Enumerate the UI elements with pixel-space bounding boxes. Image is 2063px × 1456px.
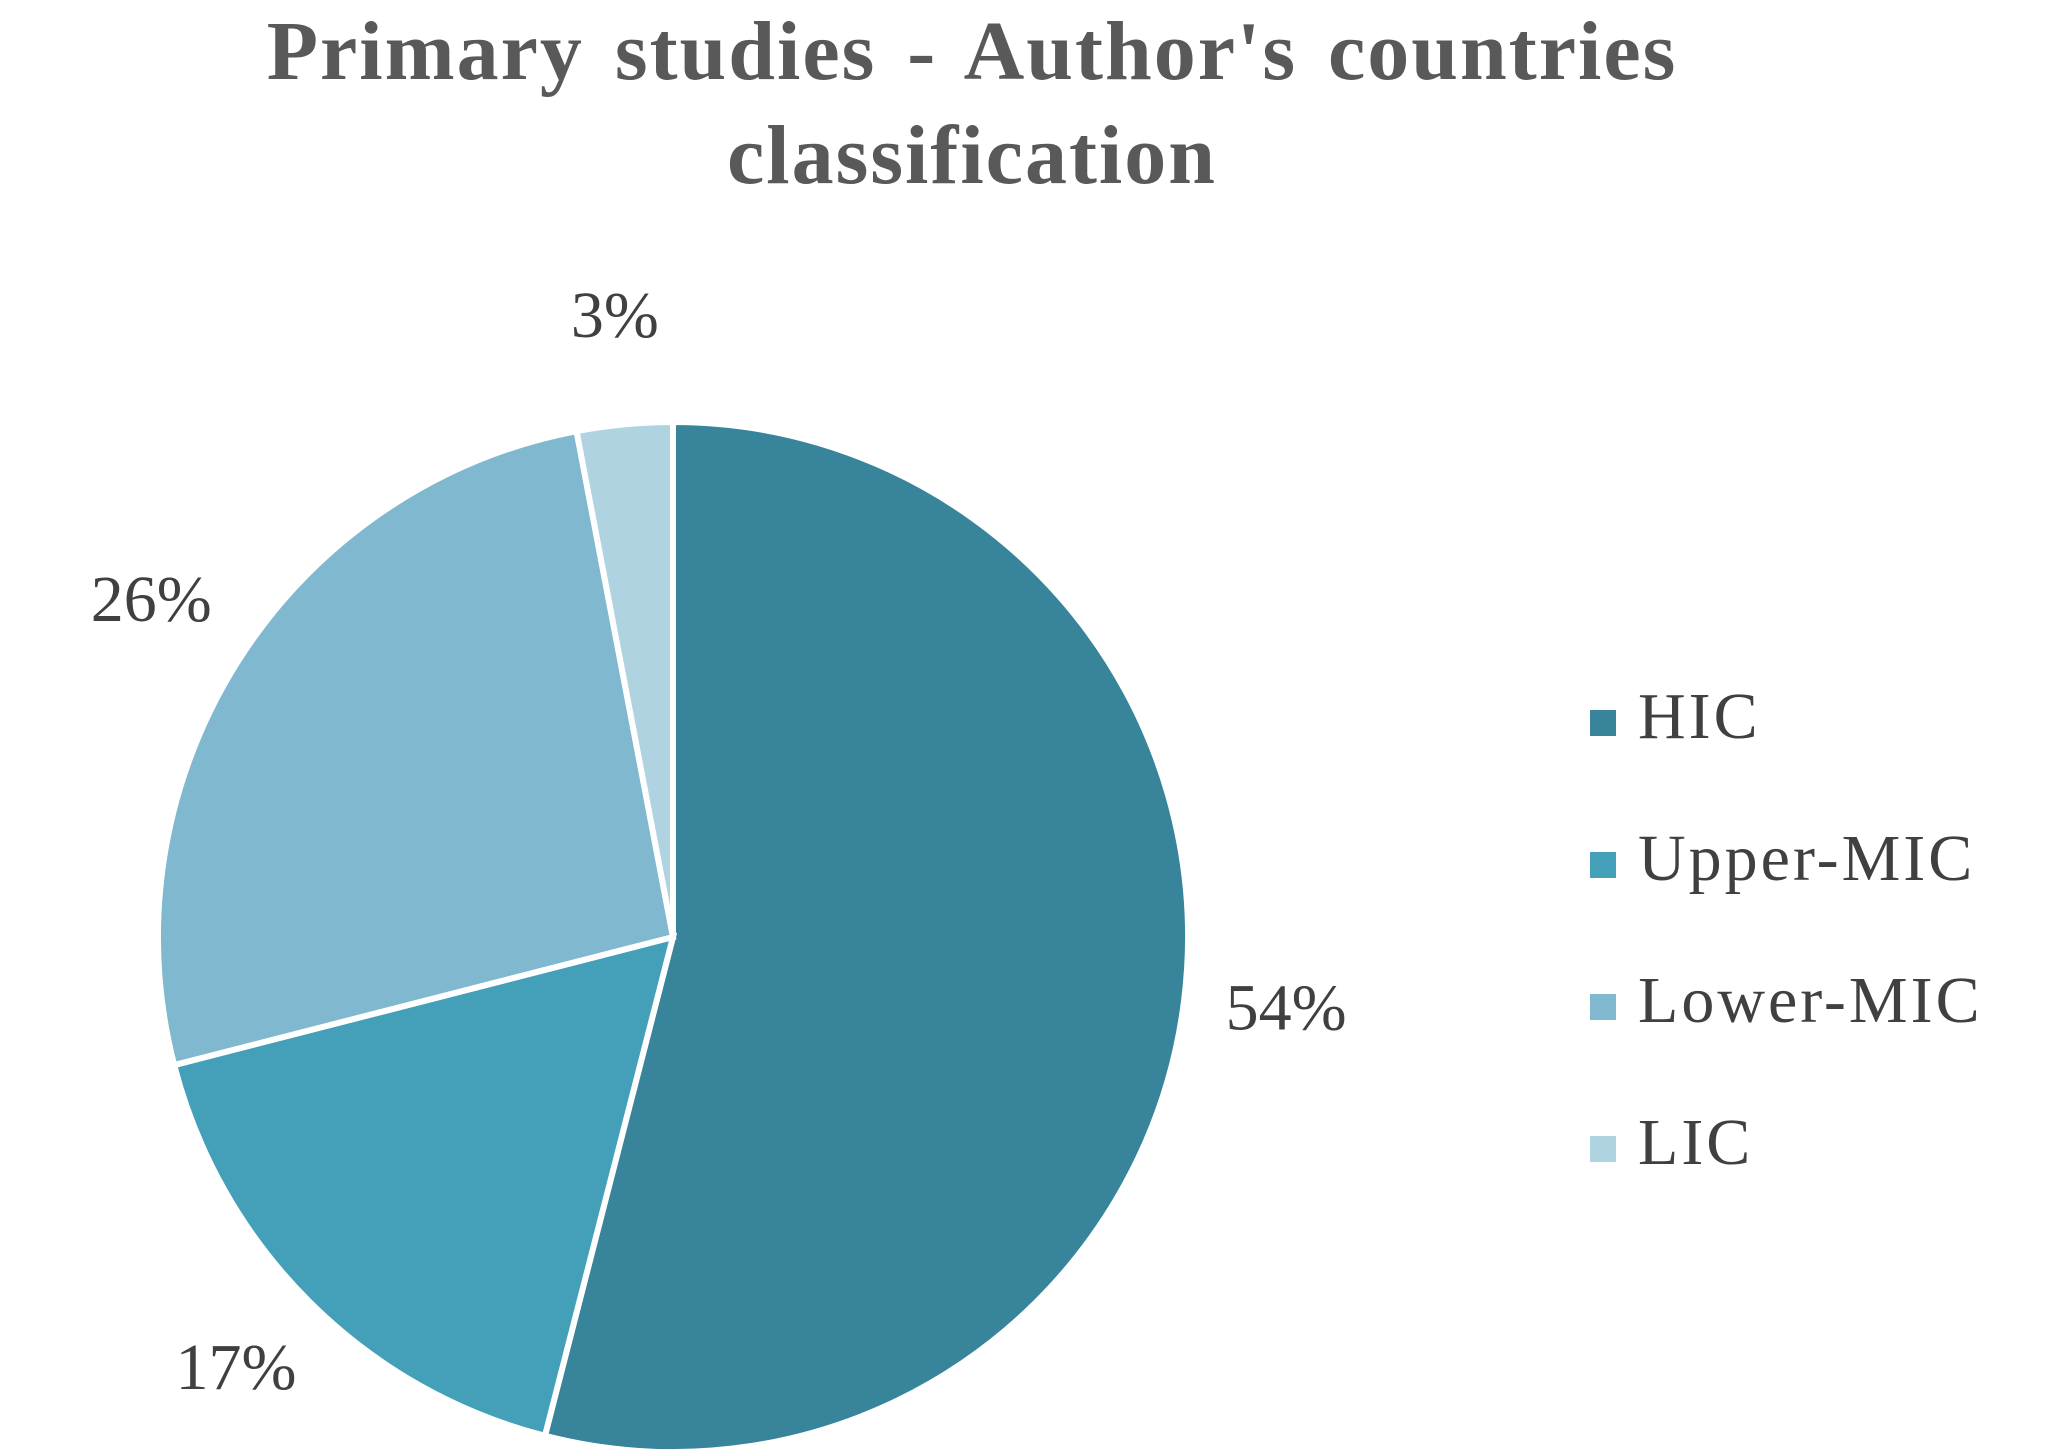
pie-slice: [541, 418, 1192, 1455]
legend-marker: [1590, 994, 1616, 1020]
legend-marker: [1590, 852, 1616, 878]
data-label: 54%: [1226, 972, 1347, 1045]
data-label: 26%: [91, 563, 212, 636]
pie-slice: [155, 427, 677, 1069]
legend-label: HIC: [1638, 680, 1761, 753]
legend-label: Lower-MIC: [1638, 964, 1983, 1037]
chart-title: Primary studies - Author's countries cla…: [266, 5, 1678, 202]
legend-label: Upper-MIC: [1638, 822, 1975, 895]
pie-slice: [572, 418, 676, 938]
legend-label: LIC: [1638, 1106, 1753, 1179]
data-label: 17%: [176, 1331, 297, 1404]
legend-marker: [1590, 1136, 1616, 1162]
legend-marker: [1590, 710, 1616, 736]
data-label: 3%: [571, 279, 659, 352]
pie-slice: [170, 932, 678, 1440]
